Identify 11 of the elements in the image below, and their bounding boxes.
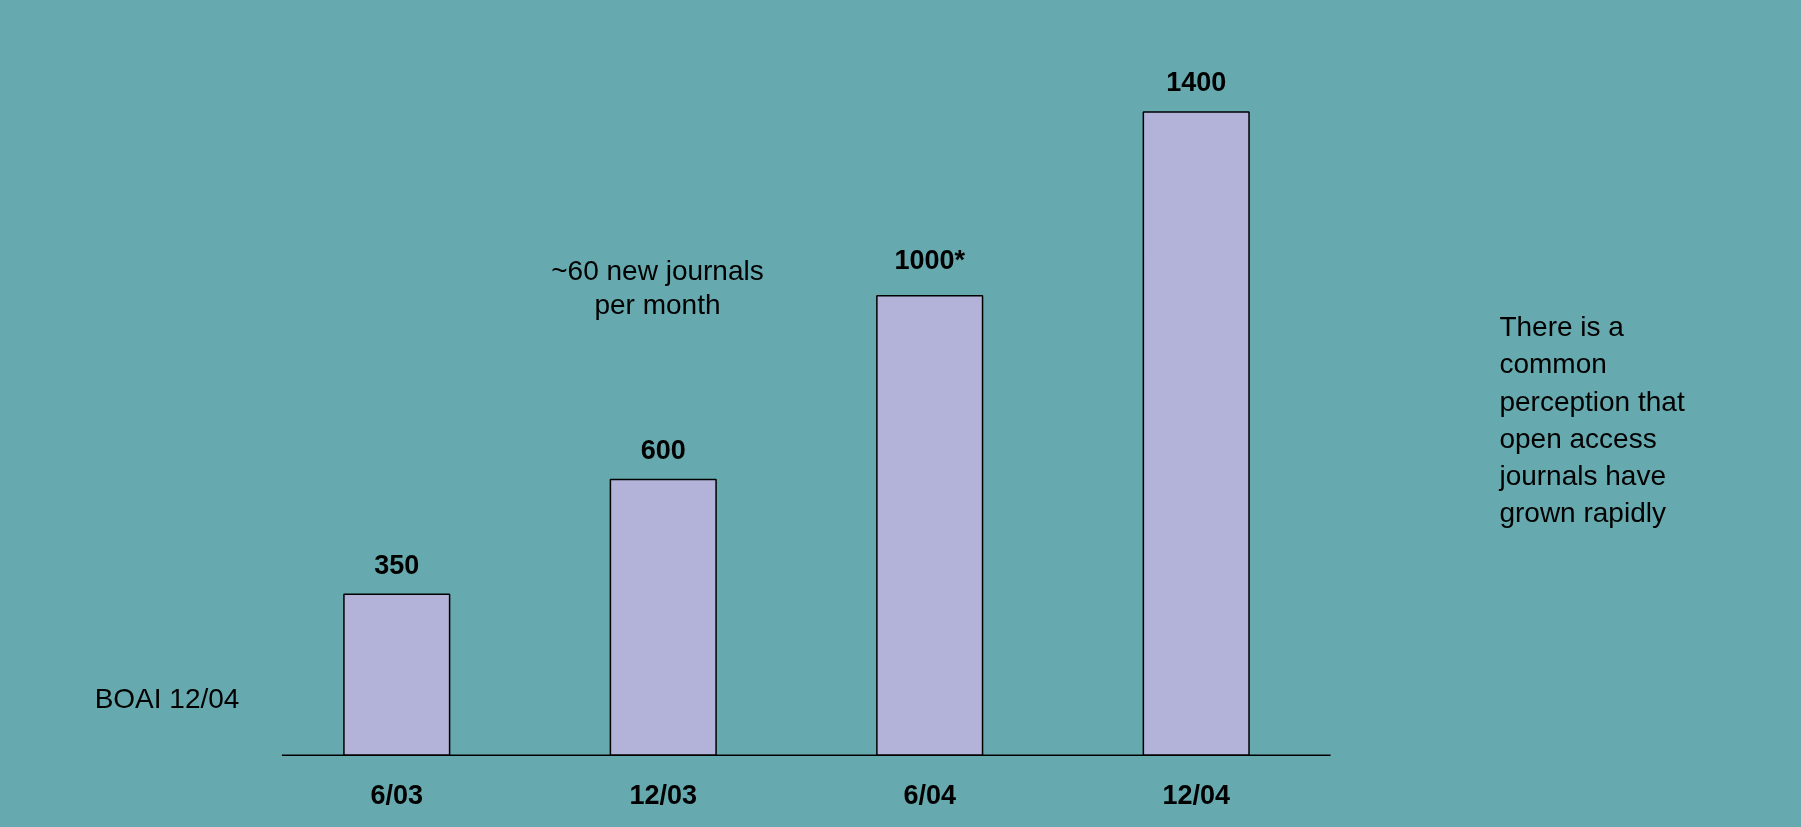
x-tick-label: 12/04 — [1162, 780, 1230, 811]
text: There is a common perception that open access journals have grown rapidly — [1498, 311, 1685, 529]
x-tick-label: 12/03 — [629, 780, 698, 811]
data-label: 1000* — [894, 245, 966, 276]
annotation: ~60 new journals per month — [551, 255, 764, 321]
data-label: 600 — [640, 434, 686, 465]
text: BOAI 12/04 — [94, 683, 240, 715]
x-tick-label: 6/03 — [370, 780, 424, 811]
data-label: 1400 — [1166, 67, 1227, 98]
x-tick-label: 6/04 — [903, 780, 956, 811]
data-label: 350 — [374, 549, 420, 580]
